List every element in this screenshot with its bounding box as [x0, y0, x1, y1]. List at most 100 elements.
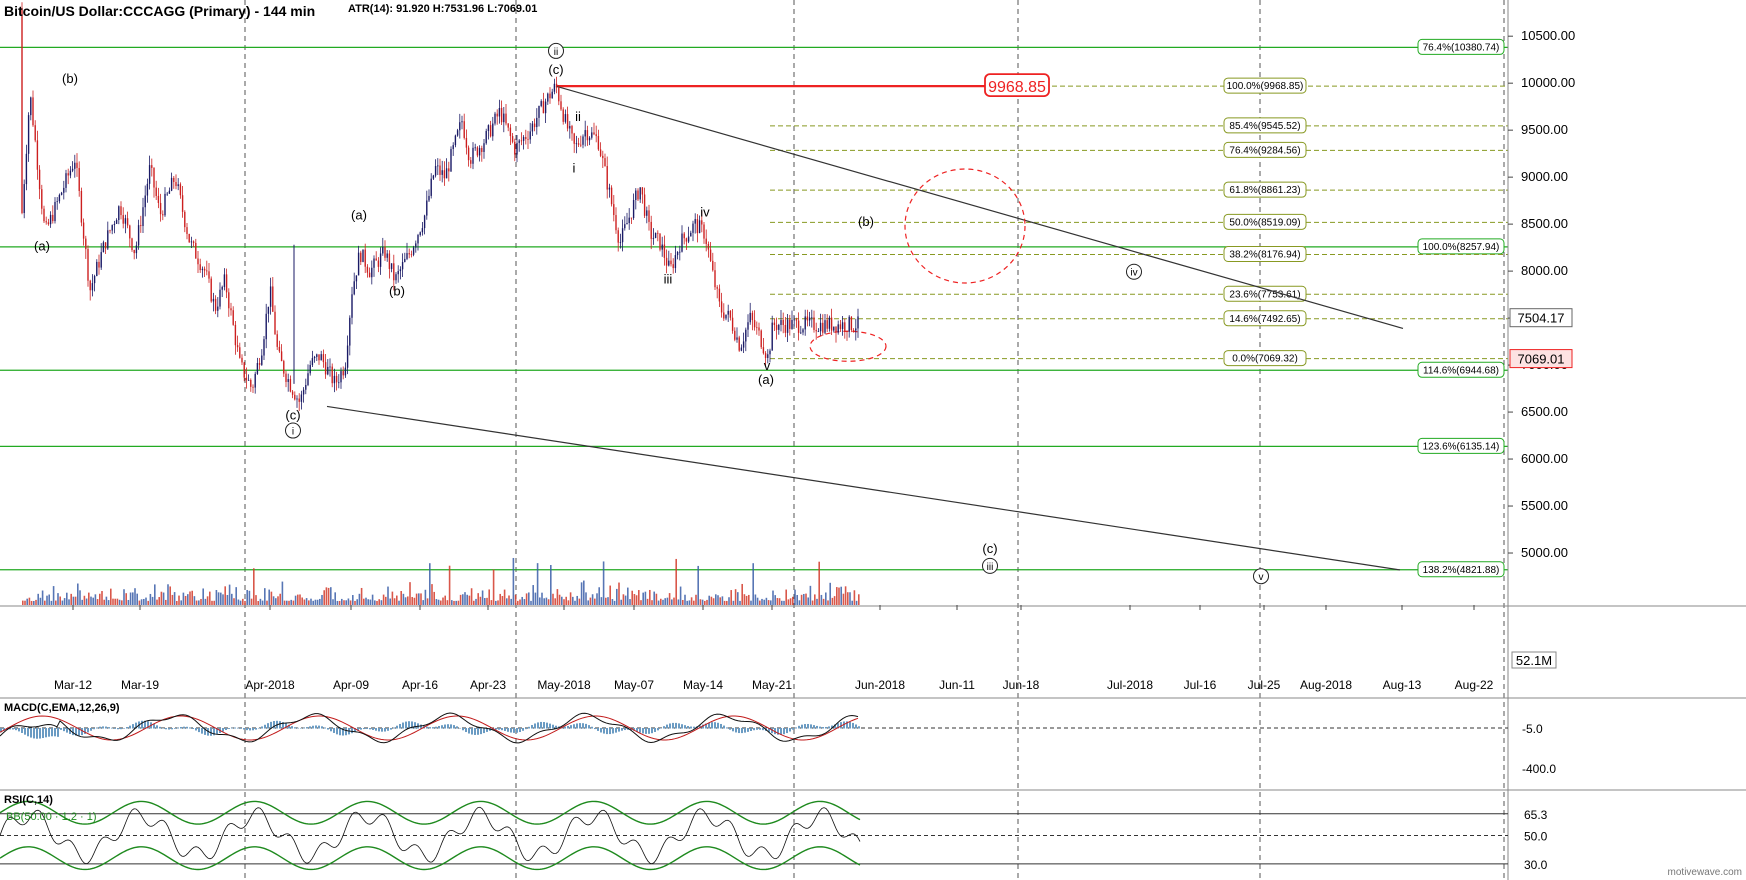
macd-histogram-bar: [591, 726, 593, 729]
volume-bar: [743, 594, 746, 605]
price-candle-body: [531, 123, 534, 132]
macd-histogram-bar: [621, 728, 623, 731]
macd-histogram-bar: [393, 727, 395, 729]
macd-histogram-bar: [672, 722, 674, 729]
volume-bar: [770, 600, 772, 605]
price-candle-body: [467, 147, 470, 161]
price-candle-body: [536, 117, 538, 128]
volume-bar: [596, 593, 598, 605]
volume-bar: [147, 600, 149, 605]
x-tick-label: Jul-25: [1248, 678, 1281, 692]
price-candle-body: [564, 114, 567, 122]
y-tick-label: 10500.00: [1521, 28, 1575, 43]
price-candle-body: [184, 211, 186, 228]
price-candle-body: [538, 105, 540, 118]
price-candle-body: [586, 130, 589, 141]
price-candle-body: [45, 221, 47, 223]
volume-bar: [94, 594, 97, 605]
price-candle-body: [230, 308, 232, 311]
price-candle-body: [58, 194, 61, 202]
green-level-box: [1417, 437, 1505, 454]
volume-bar: [431, 584, 433, 605]
macd-histogram-bar: [78, 728, 80, 736]
macd-histogram-bar: [534, 723, 536, 729]
macd-histogram-bar: [741, 728, 743, 734]
price-candle-body: [692, 223, 694, 233]
price-candle-body: [670, 260, 672, 265]
price-candle-body: [399, 269, 402, 272]
fib-level-label: 0.0%(7069.32): [1232, 354, 1298, 365]
volume-bar: [444, 595, 446, 605]
macd-histogram-bar: [759, 728, 761, 730]
volume-bar: [829, 582, 831, 605]
price-candle-body: [855, 328, 857, 331]
volume-bar: [644, 591, 647, 605]
macd-histogram-bar: [93, 728, 95, 730]
price-candle-body: [760, 330, 762, 348]
price-candle-body: [199, 264, 201, 271]
price-candle-body: [298, 398, 300, 402]
macd-histogram-bar: [837, 723, 839, 729]
macd-histogram-bar: [459, 727, 461, 729]
volume-bar: [418, 593, 420, 605]
price-candle-body: [252, 386, 254, 388]
volume-bar: [299, 594, 301, 605]
volume-bar: [426, 598, 429, 605]
macd-histogram-bar: [252, 728, 254, 731]
volume-bar: [420, 593, 422, 605]
macd-histogram-bar: [240, 728, 242, 729]
price-candle-body: [410, 254, 413, 256]
volume-bar: [415, 593, 418, 605]
price-candle-body: [683, 233, 685, 239]
price-candle-body: [549, 93, 551, 99]
volume-bar: [77, 583, 79, 605]
volume-bar: [525, 593, 528, 605]
price-candle-body: [113, 223, 116, 226]
price-candle-body: [569, 126, 571, 129]
price-candle-body: [210, 278, 212, 302]
volume-bar: [158, 597, 160, 605]
price-candle-body: [104, 242, 107, 249]
macd-histogram-bar: [153, 723, 155, 729]
volume-bar: [292, 600, 295, 605]
macd-histogram-bar: [228, 728, 230, 729]
macd-histogram-bar: [519, 728, 521, 733]
macd-histogram-bar: [339, 728, 341, 736]
price-candle-body: [690, 232, 692, 237]
macd-histogram-bar: [216, 728, 218, 735]
volume-bar: [501, 596, 504, 605]
price-candle-body: [551, 91, 553, 99]
price-candle-body: [360, 252, 362, 262]
price-candle-body: [338, 382, 340, 384]
price-candle-body: [272, 286, 274, 312]
low-price-box: [1509, 349, 1573, 369]
volume-bar: [631, 590, 633, 605]
macd-histogram-bar: [510, 728, 512, 733]
macd-histogram-bar: [36, 728, 38, 739]
volume-bar: [453, 600, 455, 605]
volume-bar: [732, 600, 735, 605]
price-candle-body: [80, 191, 83, 223]
macd-histogram-bar: [111, 727, 113, 729]
price-candle-body: [250, 379, 252, 387]
price-candle-body: [296, 398, 298, 400]
wave-label: i: [573, 160, 576, 175]
price-candle-body: [60, 192, 63, 195]
price-candle-body: [96, 261, 98, 277]
volume-bar: [195, 600, 198, 605]
volume-bar: [552, 593, 554, 605]
volume-bar: [165, 599, 167, 605]
price-candle-body: [694, 219, 696, 224]
volume-bar: [440, 600, 442, 605]
volume-bar: [833, 596, 836, 605]
macd-histogram-bar: [156, 725, 158, 729]
price-candle-body: [177, 184, 179, 187]
volume-bar: [305, 598, 308, 605]
macd-histogram-bar: [564, 726, 566, 729]
price-candle-body: [390, 263, 393, 269]
price-candle-body: [155, 187, 157, 196]
volume-bar: [457, 600, 460, 605]
price-candle-body: [69, 170, 72, 176]
macd-histogram-bar: [597, 728, 599, 731]
